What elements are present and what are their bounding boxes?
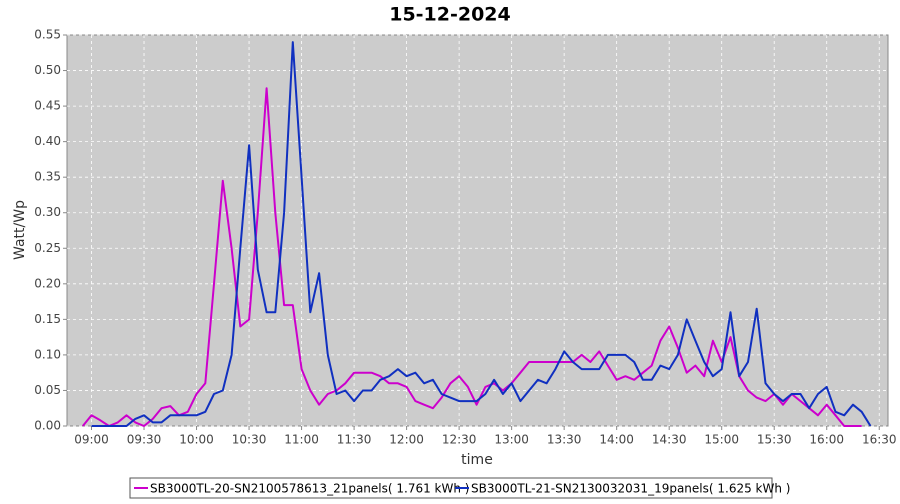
x-tick-label: 14:30 (652, 433, 687, 447)
series-line (82, 87, 862, 427)
y-tick-label: 0.15 (34, 312, 61, 326)
y-axis-label: Watt/Wp (12, 200, 28, 260)
legend-label: SB3000TL-21-SN2130032031_19panels( 1.625… (471, 482, 790, 496)
x-tick-label: 10:00 (179, 433, 214, 447)
plot-area (66, 34, 889, 427)
y-tick-label: 0.20 (34, 276, 61, 290)
x-tick-label: 11:00 (284, 433, 319, 447)
x-tick-label: 12:00 (389, 433, 424, 447)
y-tick-label: 0.50 (34, 63, 61, 77)
y-tick-label: 0.30 (34, 205, 61, 219)
x-tick-label: 13:30 (547, 433, 582, 447)
x-tick-label: 16:00 (809, 433, 844, 447)
y-tick-label: 0.35 (34, 170, 61, 184)
x-tick-label: 14:00 (599, 433, 634, 447)
y-tick-label: 0.40 (34, 134, 61, 148)
x-tick-label: 09:00 (74, 433, 109, 447)
y-tick-label: 0.25 (34, 241, 61, 255)
legend-box (129, 477, 773, 499)
y-tick-label: 0.55 (34, 28, 61, 42)
y-tick-label: 0.00 (34, 419, 61, 433)
y-tick-label: 0.45 (34, 99, 61, 113)
x-tick-label: 12:30 (442, 433, 477, 447)
x-tick-label: 11:30 (337, 433, 372, 447)
x-tick-label: 16:30 (862, 433, 897, 447)
x-tick-label: 10:30 (232, 433, 267, 447)
y-tick-label: 0.05 (34, 383, 61, 397)
y-tick-label: 0.10 (34, 347, 61, 361)
x-tick-label: 13:00 (494, 433, 529, 447)
legend-label: SB3000TL-20-SN2100578613_21panels( 1.761… (150, 482, 469, 496)
x-tick-label: 09:30 (127, 433, 162, 447)
x-tick-label: 15:00 (704, 433, 739, 447)
x-axis-label: time (461, 452, 493, 468)
chart-title: 15-12-2024 (389, 4, 511, 26)
x-tick-label: 15:30 (757, 433, 792, 447)
series-line (91, 41, 872, 427)
